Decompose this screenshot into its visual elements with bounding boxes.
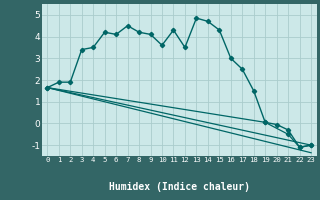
Text: Humidex (Indice chaleur): Humidex (Indice chaleur) [109,182,250,192]
